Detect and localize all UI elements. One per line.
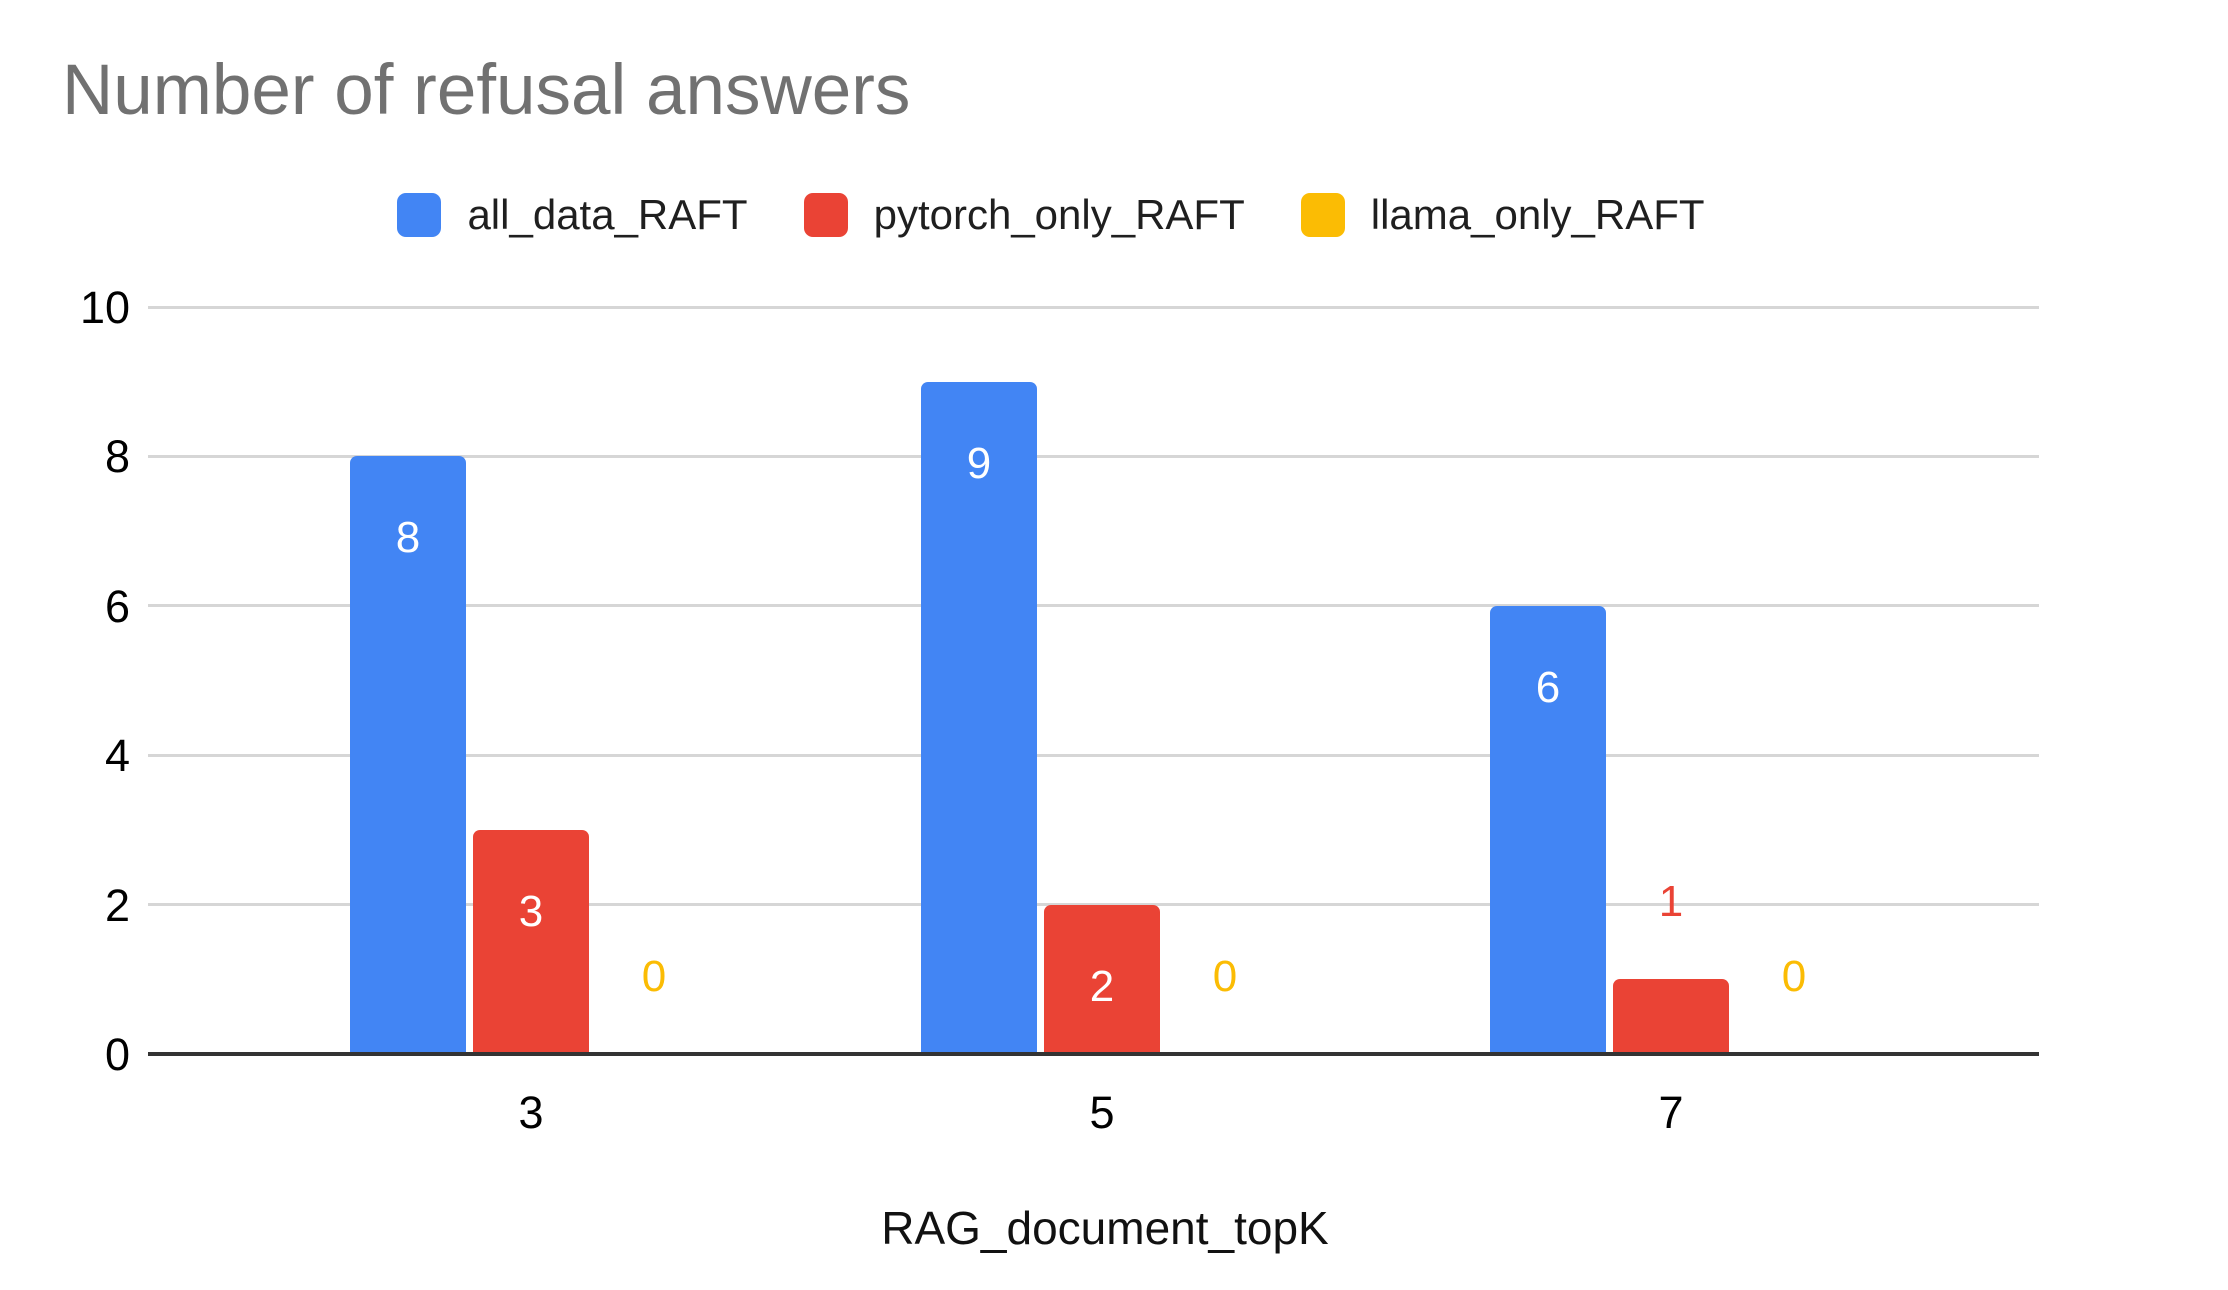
legend-item: pytorch_only_RAFT bbox=[803, 191, 1245, 239]
bar-value-label: 9 bbox=[966, 438, 992, 488]
bar bbox=[1044, 904, 1160, 1054]
chart-title: Number of refusal answers bbox=[62, 51, 911, 130]
y-axis-tick-label: 6 bbox=[104, 580, 130, 632]
gridline bbox=[148, 454, 2039, 458]
bar-value-label: 0 bbox=[1781, 952, 1807, 1001]
legend-label: llama_only_RAFT bbox=[1370, 191, 1705, 238]
bar-value-label: 8 bbox=[395, 513, 421, 563]
legend-label: pytorch_only_RAFT bbox=[873, 191, 1245, 238]
bar bbox=[473, 829, 589, 1054]
legend-swatch-icon bbox=[803, 193, 848, 237]
legend-item: all_data_RAFT bbox=[397, 191, 748, 239]
y-axis-tick-label: 10 bbox=[79, 282, 130, 333]
x-axis-title: RAG_document_topK bbox=[881, 1202, 1329, 1254]
legend-swatch-icon bbox=[397, 193, 442, 237]
gridline bbox=[148, 604, 2039, 608]
legend: all_data_RAFT pytorch_only_RAFT llama_only… bbox=[0, 191, 2102, 239]
y-axis-tick-label: 4 bbox=[104, 730, 130, 782]
legend-label: all_data_RAFT bbox=[467, 191, 748, 238]
x-axis-tick-label: 5 bbox=[1089, 1087, 1115, 1138]
bar-value-label: 0 bbox=[641, 952, 667, 1001]
legend-item: llama_only_RAFT bbox=[1300, 191, 1705, 239]
gridline bbox=[148, 305, 2039, 309]
bar-value-label: 3 bbox=[518, 886, 544, 936]
bar bbox=[1613, 979, 1729, 1054]
y-axis-tick-label: 2 bbox=[104, 879, 130, 931]
gridline bbox=[148, 753, 2039, 757]
x-axis-tick-label: 7 bbox=[1658, 1087, 1684, 1138]
bar-value-label: 2 bbox=[1089, 961, 1115, 1011]
bar bbox=[921, 381, 1037, 1054]
bar bbox=[350, 456, 466, 1054]
x-axis-baseline bbox=[148, 1052, 2039, 1056]
bar-value-label: 0 bbox=[1212, 952, 1238, 1001]
bar bbox=[1490, 605, 1606, 1054]
x-axis-tick-label: 3 bbox=[518, 1087, 544, 1138]
legend-swatch-icon bbox=[1300, 193, 1345, 237]
bar-value-label: 6 bbox=[1535, 662, 1561, 712]
bar-value-label: 1 bbox=[1658, 877, 1684, 927]
y-axis-tick-label: 0 bbox=[104, 1029, 130, 1080]
y-axis-tick-label: 8 bbox=[104, 431, 130, 483]
